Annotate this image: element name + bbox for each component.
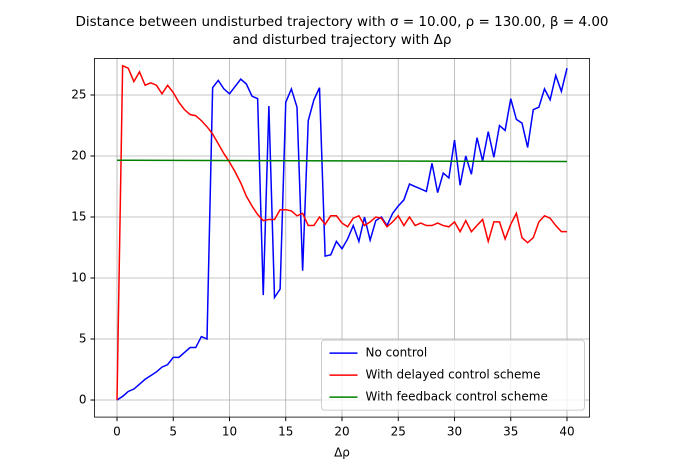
legend-box — [321, 339, 585, 411]
x-tick-label: 30 — [447, 425, 462, 439]
legend-label: No control — [366, 346, 428, 360]
series-line — [116, 64, 567, 401]
x-tick-label: 5 — [169, 425, 177, 439]
legend: No control With delayed control scheme Wit… — [321, 339, 585, 411]
x-tick-label: 40 — [559, 425, 574, 439]
chart-title: Distance between undisturbed trajectory … — [75, 14, 608, 30]
x-tick-label: 20 — [334, 425, 349, 439]
y-tick-label: 10 — [71, 271, 86, 285]
x-tick-label: 25 — [391, 425, 406, 439]
x-tick-label: 10 — [222, 425, 237, 439]
chart-subtitle: and disturbed trajectory with Δρ — [233, 32, 452, 48]
y-tick-label: 20 — [71, 149, 86, 163]
x-tick-label: 0 — [113, 425, 121, 439]
series-line — [116, 159, 568, 163]
y-tick-label: 0 — [79, 393, 87, 407]
x-axis-label: Δρ — [334, 446, 350, 460]
legend-label: With delayed control scheme — [366, 368, 541, 382]
series-line — [116, 67, 568, 401]
y-tick-label: 25 — [71, 88, 86, 102]
x-tick-label: 35 — [503, 425, 518, 439]
y-tick-label: 5 — [79, 332, 87, 346]
legend-label: With feedback control scheme — [366, 390, 548, 404]
x-tick-label: 15 — [278, 425, 293, 439]
plot-frame — [94, 58, 590, 418]
y-tick-label: 15 — [71, 210, 86, 224]
